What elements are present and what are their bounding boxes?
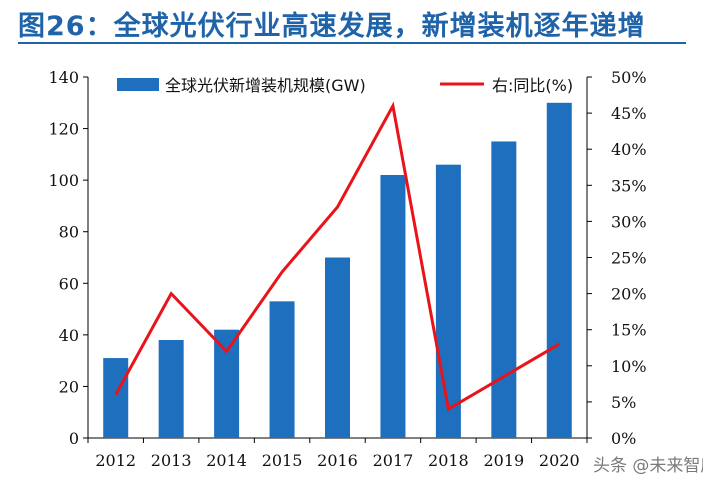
right-tick-label: 10% xyxy=(611,357,647,376)
right-tick-label: 45% xyxy=(611,104,647,123)
left-tick-label: 60 xyxy=(59,274,79,293)
line-point-2012 xyxy=(115,394,117,396)
left-tick-label: 40 xyxy=(59,326,79,345)
right-tick-label: 15% xyxy=(611,321,647,340)
legend-line-label: 右:同比(%) xyxy=(492,76,573,95)
right-tick-label: 5% xyxy=(611,393,636,412)
bars-layer xyxy=(103,102,572,439)
left-tick-label: 140 xyxy=(48,68,79,87)
x-tick-label: 2013 xyxy=(151,451,192,470)
x-tick-label: 2014 xyxy=(206,451,247,470)
line-point-2017 xyxy=(392,105,394,107)
x-tick-label: 2015 xyxy=(262,451,303,470)
legend-bar-label: 全球光伏新增装机规模(GW) xyxy=(165,76,366,95)
bar-2015 xyxy=(269,301,295,438)
title-underline xyxy=(18,42,686,44)
x-tick-label: 2020 xyxy=(539,451,580,470)
right-tick-label: 20% xyxy=(611,285,647,304)
line-layer xyxy=(114,101,561,412)
line-point-2018 xyxy=(447,408,449,410)
axes-layer: 0 20 40 60 80 100 120 140 0% 5% 10% 15% 20% 25% 30% 35%… xyxy=(48,68,646,470)
x-tick-label: 2012 xyxy=(95,451,136,470)
right-tick-label: 25% xyxy=(611,249,647,268)
left-tick-label: 0 xyxy=(69,429,79,448)
bar-2014 xyxy=(214,329,240,438)
line-point-2016 xyxy=(337,206,338,208)
figure-title: 图26：全球光伏行业高速发展，新增装机逐年递增 xyxy=(18,11,646,42)
watermark-text: 头条 @未来智库 xyxy=(593,456,703,476)
legend: 全球光伏新增装机规模(GW) 右:同比(%) xyxy=(117,76,573,95)
legend-bar-swatch xyxy=(117,78,159,91)
line-point-2013 xyxy=(170,293,172,295)
line-point-2019 xyxy=(503,376,505,378)
right-tick-label: 40% xyxy=(611,140,647,159)
bar-2012 xyxy=(103,358,129,438)
line-point-2014 xyxy=(226,350,228,352)
bar-2016 xyxy=(325,257,350,438)
x-tick-label: 2016 xyxy=(317,451,358,470)
bar-2020 xyxy=(546,102,572,439)
left-tick-label: 120 xyxy=(48,120,79,139)
bar-2013 xyxy=(158,340,184,438)
bar-2018 xyxy=(435,164,461,438)
bar-2017 xyxy=(380,174,406,438)
line-point-2020 xyxy=(558,343,560,345)
x-tick-label: 2018 xyxy=(428,451,469,470)
x-tick-label: 2017 xyxy=(373,451,414,470)
right-tick-label: 35% xyxy=(611,176,647,195)
bar-2019 xyxy=(491,141,517,438)
right-tick-label: 30% xyxy=(611,212,647,231)
right-tick-label: 0% xyxy=(611,429,636,448)
left-tick-label: 80 xyxy=(59,223,79,242)
left-tick-label: 20 xyxy=(59,377,79,396)
x-tick-label: 2019 xyxy=(483,451,524,470)
line-point-2015 xyxy=(281,271,283,273)
right-tick-label: 50% xyxy=(611,68,647,87)
left-tick-label: 100 xyxy=(48,171,79,190)
